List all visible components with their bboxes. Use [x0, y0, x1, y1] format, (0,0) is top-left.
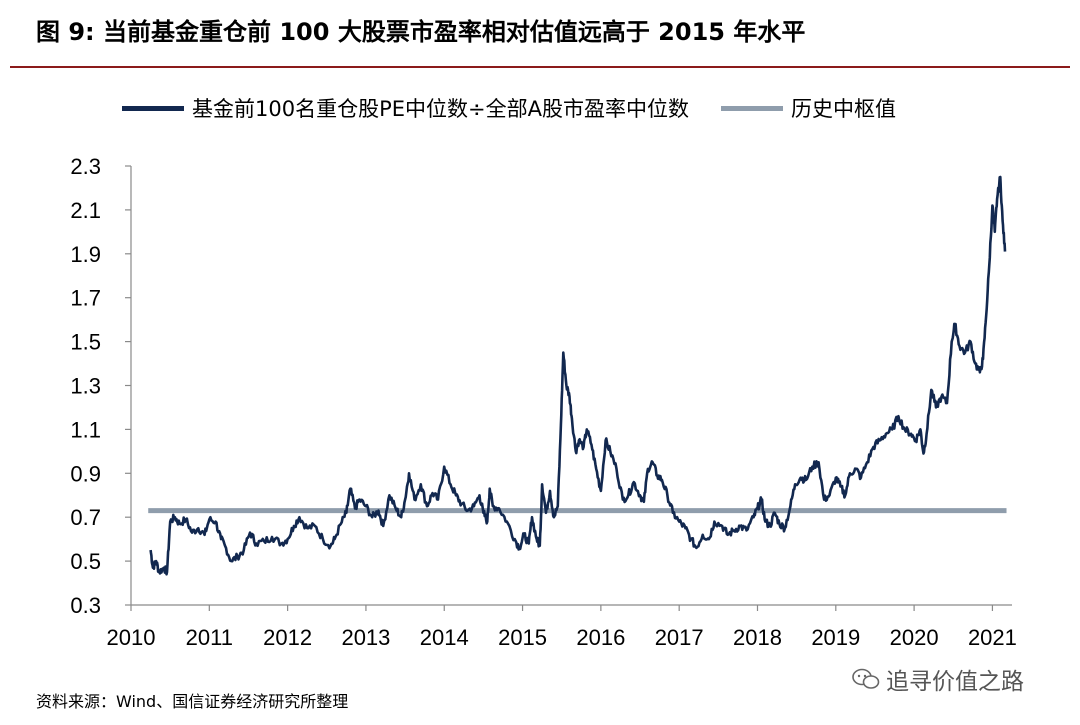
y-tick-label: 0.3 [70, 593, 101, 618]
x-tick-label: 2017 [655, 625, 704, 650]
y-tick-label: 1.3 [70, 374, 101, 399]
x-tick-label: 2019 [811, 625, 860, 650]
y-tick-label: 2.1 [70, 198, 101, 223]
legend-swatch-median [720, 105, 783, 111]
x-tick-label: 2014 [420, 625, 469, 650]
legend-item-ratio: 基金前100名重仓股PE中位数÷全部A股市盈率中位数 [122, 93, 689, 123]
x-tick-label: 2018 [733, 625, 782, 650]
series-group [149, 175, 1007, 576]
x-tick-label: 2012 [263, 625, 312, 650]
x-tick-label: 2021 [968, 625, 1017, 650]
x-tick-label: 2016 [576, 625, 625, 650]
y-tick-label: 0.9 [70, 461, 101, 486]
y-tick-label: 1.1 [70, 417, 101, 442]
series-line-fund-pe-ratio [149, 175, 1007, 576]
watermark: 追寻价值之路 [852, 662, 1024, 696]
x-tick-label: 2013 [341, 625, 390, 650]
y-tick-label: 1.9 [70, 242, 101, 267]
y-tick-label: 0.5 [70, 549, 101, 574]
y-tick-label: 0.7 [70, 505, 101, 530]
x-tick-label: 2010 [107, 625, 156, 650]
x-tick-label: 2020 [890, 625, 939, 650]
y-tick-label: 2.3 [70, 154, 101, 179]
wechat-icon [852, 668, 880, 689]
legend-label-median: 历史中枢值 [790, 97, 896, 121]
y-tick-label: 1.7 [70, 286, 101, 311]
y-tick-label: 1.5 [70, 330, 101, 355]
chart-legend: 基金前100名重仓股PE中位数÷全部A股市盈率中位数 历史中枢值 [122, 91, 896, 125]
chart-axes: 0.3 0.5 0.7 0.9 1.1 1.3 1.5 1.7 1.9 2.1 2.3 2010 201… [70, 154, 1016, 650]
source-note: 资料来源：Wind、国信证券经济研究所整理 [36, 692, 349, 711]
watermark-text: 追寻价值之路 [886, 669, 1024, 695]
title-divider [10, 66, 1070, 68]
legend-label-ratio: 基金前100名重仓股PE中位数÷全部A股市盈率中位数 [192, 97, 689, 121]
chart-title: 图 9: 当前基金重仓前 100 大股票市盈率相对估值远高于 2015 年水平 [36, 18, 806, 46]
x-tick-label: 2011 [186, 625, 233, 650]
legend-item-median: 历史中枢值 [720, 93, 896, 123]
legend-swatch-ratio [122, 105, 184, 111]
x-tick-label: 2015 [498, 625, 547, 650]
